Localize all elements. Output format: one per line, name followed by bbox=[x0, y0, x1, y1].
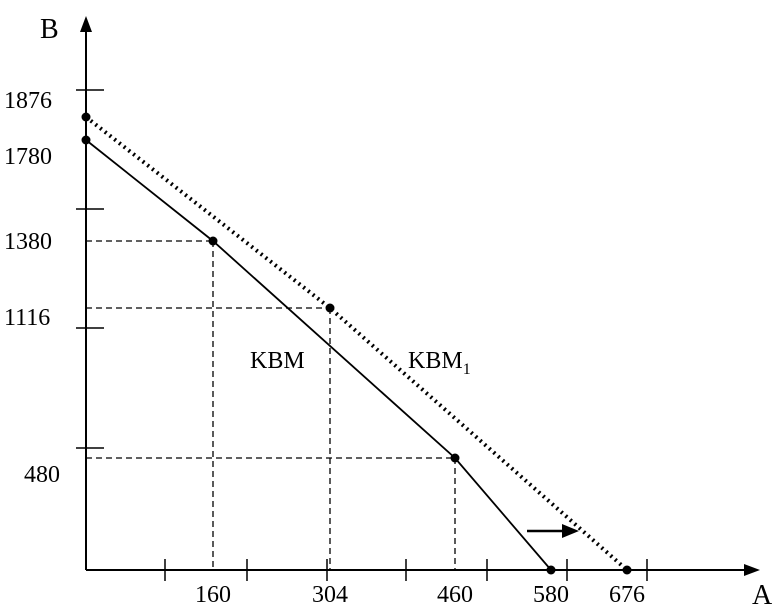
point-series0-1 bbox=[208, 236, 218, 246]
y-tick-label-1116: 1116 bbox=[4, 305, 50, 331]
x-tick-label-676: 676 bbox=[609, 582, 645, 608]
data-points bbox=[81, 112, 632, 575]
y-axis-arrowhead bbox=[80, 16, 92, 32]
axis-ticks: 160 304 460 580 676 1876 1780 1380 1116 480 bbox=[4, 88, 648, 608]
point-series0-0 bbox=[81, 135, 91, 145]
point-series0-2 bbox=[450, 453, 460, 463]
x-axis-label: A bbox=[752, 580, 773, 608]
series-label-kbm1-subscript: 1 bbox=[463, 361, 471, 378]
y-tick-label-480: 480 bbox=[24, 462, 60, 488]
point-series1-2 bbox=[622, 565, 632, 575]
series-lines bbox=[84, 115, 629, 572]
series-label-kbm1: KBM1 bbox=[408, 348, 471, 378]
point-series1-1 bbox=[325, 303, 335, 313]
x-tick-label-304: 304 bbox=[312, 582, 348, 608]
point-series1-0 bbox=[81, 112, 91, 122]
x-axis-arrowhead bbox=[744, 564, 760, 576]
point-series0-3 bbox=[546, 565, 556, 575]
series-label-kbm1-main: KBM bbox=[408, 348, 463, 374]
guide-lines bbox=[86, 240, 456, 570]
y-axis-label: B bbox=[40, 14, 59, 45]
series-label-kbm: KBM bbox=[250, 348, 305, 374]
shift-arrow bbox=[527, 524, 579, 538]
axes bbox=[80, 16, 760, 576]
series-line-kbm1 bbox=[84, 115, 629, 572]
series-line-kbm bbox=[85, 139, 552, 571]
y-tick-label-1876: 1876 bbox=[4, 88, 52, 114]
y-tick-label-1380: 1380 bbox=[4, 229, 52, 255]
shift-arrow-head bbox=[562, 524, 579, 538]
x-tick-label-460: 460 bbox=[437, 582, 473, 608]
x-tick-label-160: 160 bbox=[195, 582, 231, 608]
y-tick-label-1780: 1780 bbox=[4, 144, 52, 170]
x-tick-label-580: 580 bbox=[533, 582, 569, 608]
